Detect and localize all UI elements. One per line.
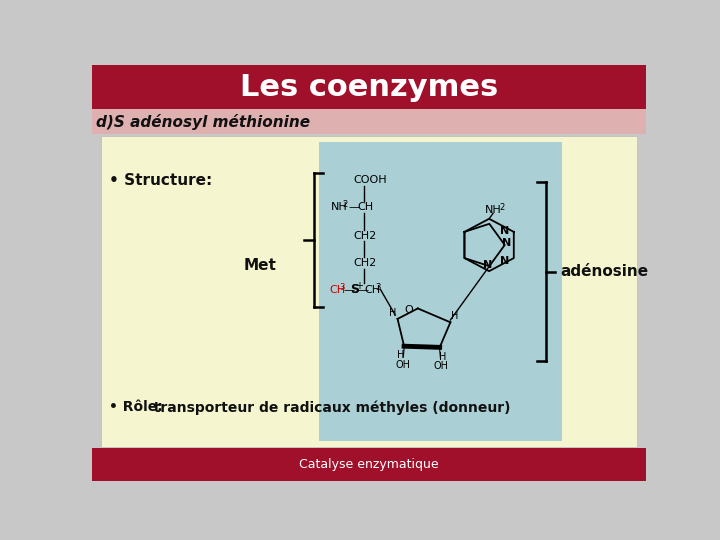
Text: —: —	[348, 202, 359, 212]
Text: CH: CH	[364, 285, 380, 295]
FancyBboxPatch shape	[92, 65, 647, 110]
Text: H: H	[439, 352, 446, 362]
Text: NH: NH	[330, 202, 347, 212]
Text: transporteur de radicaux méthyles (donneur): transporteur de radicaux méthyles (donne…	[144, 400, 510, 415]
Text: Met: Met	[243, 258, 276, 273]
Text: CH2: CH2	[354, 231, 377, 241]
Text: Catalyse enzymatique: Catalyse enzymatique	[300, 458, 438, 471]
FancyBboxPatch shape	[92, 448, 647, 481]
Text: 2: 2	[500, 202, 505, 212]
Text: adénosine: adénosine	[560, 264, 648, 279]
Text: H: H	[397, 350, 405, 360]
Text: 2: 2	[343, 200, 348, 210]
Text: H: H	[390, 308, 397, 318]
Text: —: —	[357, 285, 369, 295]
Text: Les coenzymes: Les coenzymes	[240, 72, 498, 102]
Text: COOH: COOH	[354, 176, 387, 185]
Text: N: N	[500, 226, 510, 235]
Text: N: N	[483, 260, 492, 269]
FancyBboxPatch shape	[319, 142, 562, 441]
FancyBboxPatch shape	[101, 136, 637, 447]
Text: N: N	[503, 239, 512, 248]
Text: +: +	[355, 281, 363, 291]
Text: • Rôle:: • Rôle:	[109, 401, 163, 415]
Text: OH: OH	[395, 360, 410, 370]
Text: N: N	[500, 256, 510, 266]
Text: S: S	[350, 283, 359, 296]
Text: CH2: CH2	[354, 259, 377, 268]
Text: 3: 3	[375, 283, 381, 292]
Text: OH: OH	[433, 361, 449, 371]
Text: O: O	[405, 305, 413, 315]
Text: • Structure:: • Structure:	[109, 173, 212, 188]
FancyBboxPatch shape	[92, 110, 647, 134]
Text: CH: CH	[329, 285, 345, 295]
Text: 3: 3	[340, 283, 345, 292]
Text: CH: CH	[357, 202, 374, 212]
Text: d)S adénosyl méthionine: d)S adénosyl méthionine	[96, 114, 310, 130]
Text: H: H	[451, 311, 459, 321]
Text: NH: NH	[485, 205, 501, 214]
Text: —: —	[343, 285, 355, 295]
